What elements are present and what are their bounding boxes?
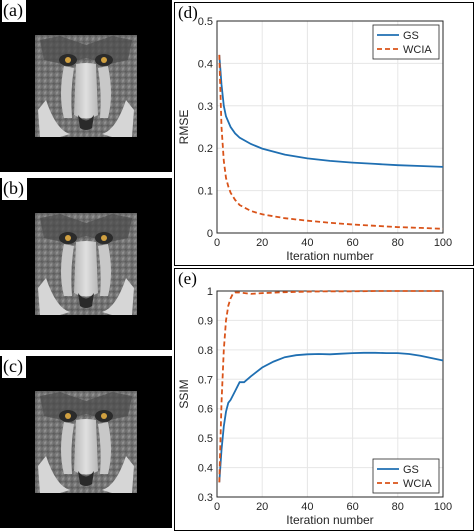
chart-d-series-gs (218, 54, 444, 168)
chart-d-legend-label-gs: GS (403, 30, 419, 42)
chart-d-legend (372, 24, 440, 60)
chart-d-ytick-label: 0.2 (198, 143, 213, 155)
chart-d-ytick-label: 0.1 (198, 186, 213, 198)
chart-e-legend (372, 458, 440, 494)
chart-d-ylabel: RMSE (177, 110, 191, 145)
panel-label-c: (c) (2, 356, 26, 378)
chart-e-xtick-label: 20 (256, 501, 268, 513)
chart-d-ytick-label: 0.4 (198, 58, 213, 70)
chart-d-ytick-label: 0.3 (198, 101, 213, 113)
chart-e-ytick-label: 0.9 (198, 315, 213, 327)
chart-e-series-wcia (218, 290, 443, 483)
chart-d-xtick-label: 20 (256, 237, 268, 249)
chart-d-ytick-label: 0 (207, 228, 213, 240)
baboon-image-a (35, 35, 137, 137)
chart-e-xtick-label: 60 (346, 501, 358, 513)
chart-d-xtick-label: 0 (214, 237, 220, 249)
chart-e-ytick-label: 0.6 (198, 404, 213, 416)
chart-e-legend-label-gs: GS (403, 464, 419, 476)
baboon-image-b (35, 213, 137, 315)
chart-e-ylabel: SSIM (177, 379, 191, 408)
chart-e-xlabel: Iteration number (286, 513, 373, 527)
chart-e: 0 20 40 60 80 100 0.3 0.4 0.5 0.6 0.7 0.8 0.9 1 Iterat… (174, 268, 474, 531)
chart-e-xtick-label: 100 (434, 501, 452, 513)
image-panel-a: (a) (0, 0, 172, 172)
chart-e-ytick-label: 0.3 (198, 492, 213, 504)
image-panel-b: (b) (0, 178, 172, 350)
chart-e-ytick-label: 1 (207, 286, 213, 298)
chart-d-xtick-label: 40 (301, 237, 313, 249)
rmse-chart: 0 20 40 60 80 100 0 0.1 0.2 0.3 0.4 0.5 Iteration nu… (177, 3, 452, 263)
chart-d-series-wcia (218, 54, 444, 230)
chart-e-xtick-label: 80 (392, 501, 404, 513)
chart-d-legend-label-wcia: WCIA (403, 44, 432, 56)
chart-e-xtick-label: 0 (214, 501, 220, 513)
chart-d-xlabel: Iteration number (286, 249, 373, 263)
chart-e-series-gs (218, 351, 444, 483)
chart-d-panel-label: (d) (178, 3, 198, 22)
panel-label-a: (a) (2, 0, 26, 22)
chart-d-ytick-label: 0.5 (198, 16, 213, 28)
chart-e-ytick-label: 0.5 (198, 433, 213, 445)
ssim-chart: 0 20 40 60 80 100 0.3 0.4 0.5 0.6 0.7 0.8 0.9 1 Iterat… (177, 269, 452, 527)
chart-e-axes-box (216, 290, 444, 498)
chart-d-xtick-label: 80 (392, 237, 404, 249)
chart-e-ytick-label: 0.4 (198, 463, 213, 475)
chart-d-xtick-label: 60 (346, 237, 358, 249)
chart-d-xtick-label: 100 (434, 237, 452, 249)
chart-e-ytick-label: 0.8 (198, 345, 213, 357)
baboon-image-c (35, 391, 137, 493)
panel-label-b: (b) (2, 178, 27, 200)
chart-e-ytick-label: 0.7 (198, 374, 213, 386)
chart-e-xtick-label: 40 (301, 501, 313, 513)
chart-e-legend-label-wcia: WCIA (403, 478, 432, 490)
image-panel-c: (c) (0, 356, 172, 528)
chart-d: 0 20 40 60 80 100 0 0.1 0.2 0.3 0.4 0.5 Iteration nu… (174, 2, 474, 266)
chart-e-panel-label: (e) (178, 269, 197, 288)
chart-d-axes-box (216, 20, 444, 234)
